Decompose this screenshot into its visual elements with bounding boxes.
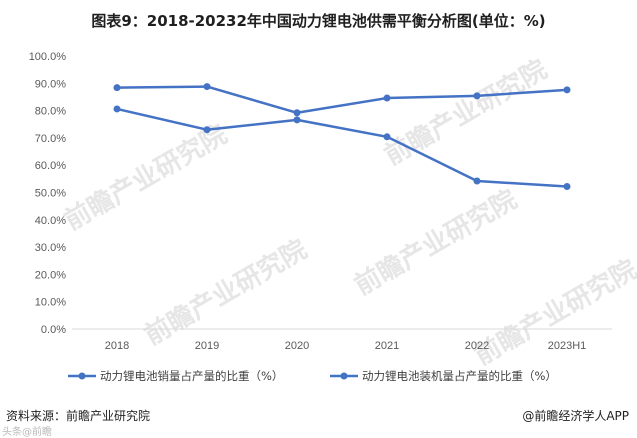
x-tick-label: 2022 bbox=[465, 340, 489, 352]
data-point bbox=[473, 177, 481, 185]
watermark-text: 前瞻产业研究院 bbox=[139, 234, 312, 352]
data-point bbox=[383, 133, 391, 141]
data-point bbox=[203, 83, 211, 91]
y-tick-label: 90.0% bbox=[35, 78, 66, 90]
footer: 资料来源：前瞻产业研究院 @前瞻经济学人APP bbox=[0, 407, 637, 427]
data-point bbox=[203, 126, 211, 134]
x-tick-label: 2023H1 bbox=[548, 340, 587, 352]
data-point bbox=[113, 105, 121, 113]
credit-note: @前瞻经济学人APP bbox=[522, 409, 629, 423]
data-point bbox=[383, 94, 391, 102]
x-tick-label: 2020 bbox=[285, 340, 309, 352]
legend-label: 动力锂电池销量占产量的比重（%） bbox=[100, 369, 283, 383]
legend-marker bbox=[78, 372, 86, 380]
y-axis: 0.0% 10.0% 20.0% 30.0% 40.0% 50.0% 60.0% 70.0% 8… bbox=[29, 51, 67, 336]
x-tick-label: 2021 bbox=[375, 340, 399, 352]
series-line-1 bbox=[116, 85, 568, 115]
watermark-text: 前瞻产业研究院 bbox=[469, 254, 637, 372]
series-layer bbox=[113, 83, 571, 190]
x-axis: 2018 2019 2020 2021 2022 2023H1 bbox=[72, 328, 612, 352]
x-tick-label: 2019 bbox=[195, 340, 219, 352]
y-tick-label: 30.0% bbox=[35, 242, 66, 254]
y-tick-label: 60.0% bbox=[35, 160, 66, 172]
legend-label: 动力锂电池装机量占产量的比重（%） bbox=[362, 369, 557, 383]
source-note: 资料来源：前瞻产业研究院 bbox=[6, 409, 151, 423]
legend: 动力锂电池销量占产量的比重（%） 动力锂电池装机量占产量的比重（%） bbox=[68, 369, 557, 383]
y-tick-label: 10.0% bbox=[35, 297, 66, 309]
y-tick-label: 50.0% bbox=[35, 188, 66, 200]
watermark-text: 前瞻产业研究院 bbox=[349, 184, 522, 302]
x-tick-label: 2018 bbox=[105, 340, 129, 352]
y-tick-label: 100.0% bbox=[29, 51, 67, 63]
y-tick-label: 0.0% bbox=[41, 324, 66, 336]
series-line-2 bbox=[116, 107, 568, 188]
data-point bbox=[293, 109, 301, 117]
corner-watermark: 头条@前瞻 bbox=[2, 427, 52, 438]
legend-marker bbox=[340, 372, 348, 380]
data-point bbox=[563, 182, 571, 190]
watermark-text: 前瞻产业研究院 bbox=[59, 119, 232, 237]
y-tick-label: 20.0% bbox=[35, 269, 66, 281]
y-tick-label: 70.0% bbox=[35, 133, 66, 145]
data-point bbox=[293, 116, 301, 124]
y-tick-label: 80.0% bbox=[35, 106, 66, 118]
chart-title: 图表9：2018-20232年中国动力锂电池供需平衡分析图(单位：%) bbox=[91, 12, 546, 30]
data-point bbox=[113, 84, 121, 92]
data-point bbox=[563, 86, 571, 94]
watermark-text: 前瞻产业研究院 bbox=[379, 54, 552, 172]
y-tick-label: 40.0% bbox=[35, 215, 66, 227]
data-point bbox=[473, 92, 481, 100]
